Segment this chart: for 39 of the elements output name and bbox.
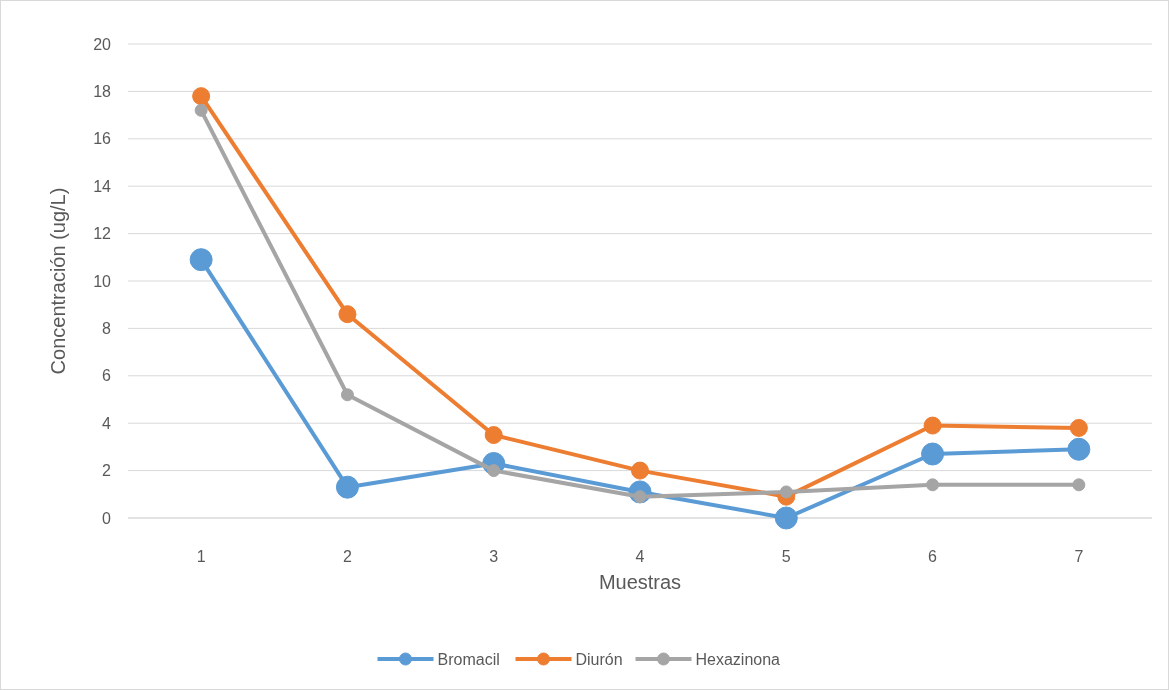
point xyxy=(921,442,945,466)
point xyxy=(487,464,501,478)
point xyxy=(1067,437,1091,461)
x-tick-label: 1 xyxy=(196,547,206,565)
y-tick-label: 4 xyxy=(102,414,112,432)
point xyxy=(338,305,357,324)
y-tick-label: 8 xyxy=(102,320,112,337)
legend-label: Hexazinona xyxy=(695,650,781,668)
point xyxy=(631,461,649,480)
point xyxy=(189,248,213,272)
point xyxy=(774,506,798,530)
point xyxy=(1069,418,1088,437)
point xyxy=(923,416,942,435)
y-tick-label: 2 xyxy=(102,462,112,480)
legend-label: Diurón xyxy=(575,650,623,668)
x-tick-label: 2 xyxy=(342,547,352,565)
point xyxy=(194,103,208,117)
y-tick-label: 20 xyxy=(93,35,112,53)
y-tick-label: 6 xyxy=(102,367,112,385)
y-tick-label: 16 xyxy=(93,130,112,148)
y-tick-label: 12 xyxy=(93,225,112,243)
y-axis-title: Concentración (ug/L) xyxy=(47,187,69,375)
x-tick-label: 3 xyxy=(489,547,499,565)
point xyxy=(484,426,503,445)
y-tick-label: 18 xyxy=(93,83,112,100)
point xyxy=(926,478,940,492)
point xyxy=(335,475,359,499)
point xyxy=(192,87,211,106)
x-tick-label: 4 xyxy=(635,547,645,565)
x-tick-label: 7 xyxy=(1074,547,1084,565)
y-tick-label: 14 xyxy=(93,177,112,195)
x-tick-label: 5 xyxy=(781,547,791,565)
x-axis-title: Muestras xyxy=(598,571,682,593)
y-tick-label: 10 xyxy=(93,272,112,290)
y-tick-label: 0 xyxy=(102,509,112,527)
point xyxy=(340,388,354,402)
legend-label: Bromacil xyxy=(437,650,500,668)
point xyxy=(1072,478,1086,492)
x-tick-label: 6 xyxy=(928,547,938,565)
